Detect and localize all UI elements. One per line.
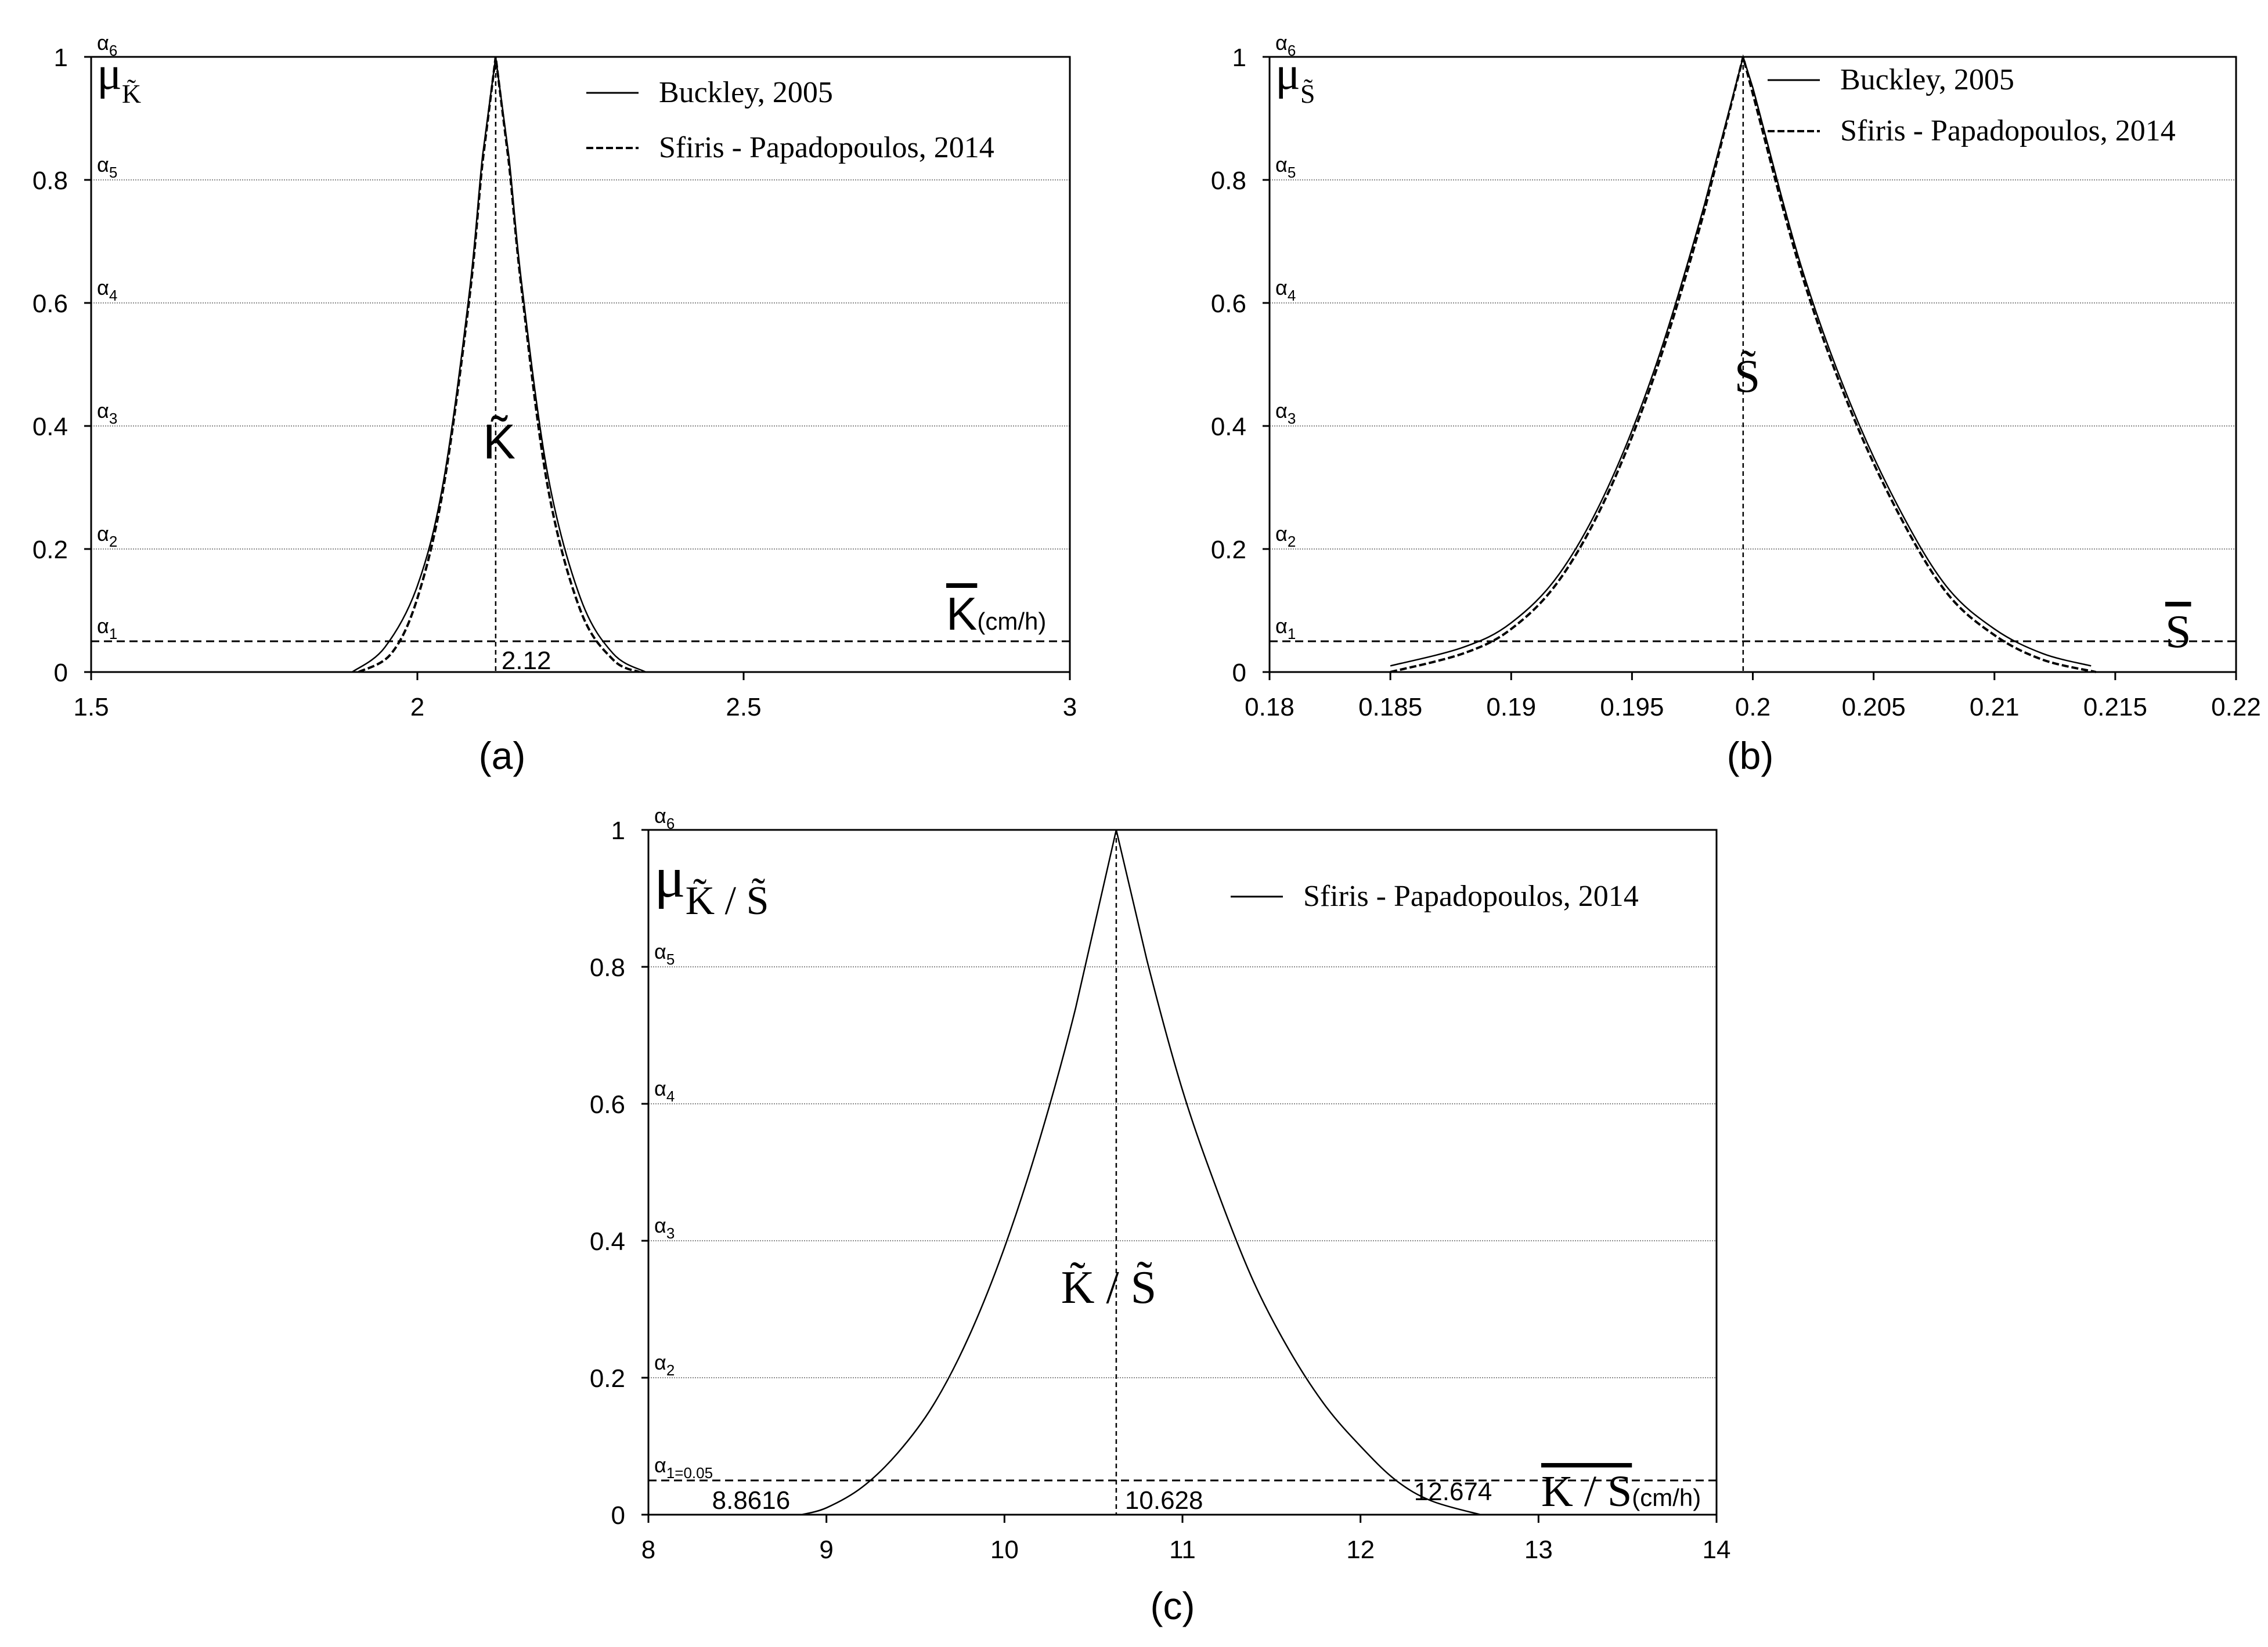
plot-frame [647,829,1718,1516]
x-tick-label: 0.21 [1970,693,2020,721]
legend-entry: Buckley, 2005 [659,76,833,109]
y-tick-label: 0.2 [33,536,68,564]
y-tick-label: 0.8 [33,167,68,195]
x-tick-label: 14 [1703,1536,1731,1564]
y-tick-label: 0.4 [33,413,68,441]
y-tick-label: 0 [1232,659,1246,687]
y-tick-label: 0.4 [590,1227,625,1256]
alpha-level-label: α2 [1275,522,1296,550]
x-tick-label: 0.195 [1600,693,1664,721]
y-axis-label: μK̃ [97,48,141,109]
y-axis-label: μK̃ / S̃ [654,845,769,923]
x-tick-label: 0.19 [1486,693,1536,721]
x-tick-label: 8 [641,1536,655,1564]
x-axis-label: S [2165,606,2191,658]
value-label: 10.628 [1125,1486,1203,1515]
y-tick-label: 0.2 [1211,536,1246,564]
alpha-level-label: α5 [654,940,675,968]
alpha-level-label: α1 [1275,614,1296,642]
x-tick-label: 3 [1063,693,1077,721]
y-tick-label: 0.6 [590,1090,625,1119]
y-tick-label: 0.4 [1211,413,1246,441]
x-axis-label: K / S(cm/h) [1541,1467,1701,1516]
y-tick-label: 0.2 [590,1364,625,1393]
alpha-level-label: α1=0.05 [654,1453,713,1482]
alpha-level-label: α4 [654,1077,675,1105]
x-tick-label: 13 [1524,1536,1553,1564]
x-tick-label: 9 [819,1536,833,1564]
x-tick-label: 0.185 [1358,693,1422,721]
x-tick-label: 0.2 [1735,693,1771,721]
x-tick-label: 0.215 [2083,693,2147,721]
legend-entry: Sfiris - Papadopoulos, 2014 [659,131,994,164]
y-tick-label: 0.6 [1211,290,1246,318]
legend-entry: Buckley, 2005 [1840,63,2014,96]
x-tick-label: 2.5 [726,693,761,721]
panel-label: (c) [1151,1584,1195,1627]
alpha-level-label: α5 [1275,153,1296,181]
x-tick-label: 0.18 [1245,693,1295,721]
alpha-level-label: α4 [97,276,117,304]
y-tick-label: 1 [1232,44,1246,72]
legend-entry: Sfiris - Papadopoulos, 2014 [1303,880,1639,913]
alpha-level-label: α3 [97,399,117,427]
x-tick-label: 11 [1169,1536,1196,1564]
chart-panel-3: α1=0.05 α2 α3 α4 α5 α6 0 0.2 0.4 0.6 0.8 1 8 9 10 11 12 1… [590,804,1731,1627]
series-line-2 [358,56,640,673]
value-label: 2.12 [502,646,551,675]
y-axis-label: μS̃ [1275,48,1315,109]
value-label: 8.8616 [712,1486,791,1515]
panel-label: (a) [479,734,526,777]
x-tick-label: 10 [990,1536,1019,1564]
center-annotation: K̃ / S̃ [1061,1262,1157,1313]
chart-panel-2: α1 α2 α3 α4 α5 α6 0 0.2 0.4 0.6 0.8 1 0.18 0.185 0.19 0… [1211,31,2261,777]
x-tick-label: 2 [410,693,424,721]
series-line-2 [1390,56,2097,673]
x-tick-label: 0.205 [1842,693,1906,721]
alpha-level-label: α5 [97,153,117,181]
alpha-level-label: α3 [654,1213,675,1242]
plot-frame [90,56,1071,673]
alpha-level-label: α2 [97,522,117,550]
y-tick-label: 1 [54,44,68,72]
alpha-level-label: α6 [97,31,117,59]
y-tick-label: 0 [611,1501,625,1530]
x-tick-label: 12 [1346,1536,1375,1564]
legend-entry: Sfiris - Papadopoulos, 2014 [1840,114,2176,147]
chart-panel-1: α1 α2 α3 α4 α5 α6 0 0.2 0.4 0.6 0.8 1 1.5 2 2.5 3 Buckle… [33,31,1077,777]
alpha-level-label: α6 [654,804,675,832]
x-axis-label: K(cm/h) [946,588,1046,640]
y-tick-label: 0.6 [33,290,68,318]
value-label: 12.674 [1414,1478,1492,1506]
series-line-1 [801,829,1481,1516]
center-annotation: K̃ [483,414,515,469]
y-tick-label: 0 [54,659,68,687]
center-annotation: S̃ [1735,351,1761,402]
alpha-level-label: α2 [654,1350,675,1379]
x-tick-label: 1.5 [73,693,109,721]
y-tick-label: 1 [611,817,625,845]
x-tick-label: 0.22 [2211,693,2261,721]
alpha-level-label: α3 [1275,399,1296,427]
alpha-level-label: α4 [1275,276,1296,304]
alpha-level-label: α6 [1275,31,1296,59]
panel-label: (b) [1727,734,1774,777]
y-tick-label: 0.8 [590,953,625,982]
alpha-level-label: α1 [97,614,117,642]
y-tick-label: 0.8 [1211,167,1246,195]
